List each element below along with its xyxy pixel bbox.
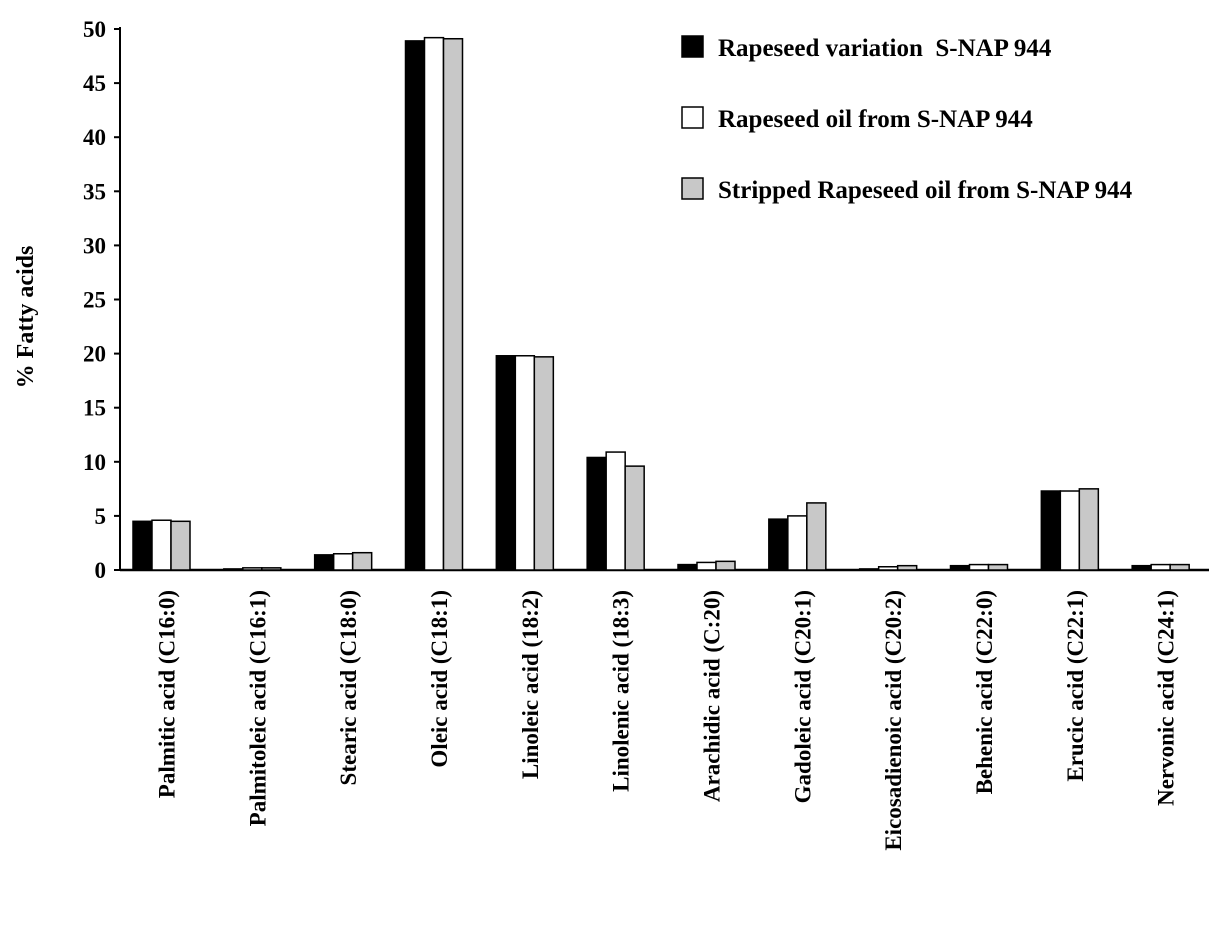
category-label: Nervonic acid (C24:1): [1154, 590, 1179, 806]
bar-series2-cat12: [1150, 563, 1171, 571]
category-label: Erucic acid (C22:1): [1063, 590, 1088, 782]
y-tick-label: 30: [83, 233, 106, 258]
category-label: Gadoleic acid (C20:1): [790, 590, 815, 803]
bar-series2-cat2: [242, 567, 263, 571]
axes: [119, 27, 1209, 572]
category-label: Linoleic acid (18:2): [518, 590, 543, 779]
bar-series1-cat10: [949, 564, 971, 571]
bar-series3-cat2: [261, 567, 282, 571]
category-label: Palmitic acid (C16:0): [155, 590, 180, 798]
y-tick-label: 45: [83, 71, 106, 96]
legend-label-series3: Stripped Rapeseed oil from S-NAP 944: [718, 177, 1133, 204]
bar-series1-cat12: [1131, 564, 1152, 571]
bar-series3-cat7: [715, 560, 736, 571]
bar-series3-cat3: [351, 551, 373, 571]
bar-series2-cat3: [332, 553, 354, 571]
bar-series3-cat10: [987, 563, 1009, 571]
y-tick-label: 35: [83, 179, 106, 204]
y-tick-label: 50: [83, 17, 106, 42]
category-label: Stearic acid (C18:0): [336, 590, 361, 785]
bar-series2-cat7: [696, 561, 717, 571]
legend-swatch-series3: [681, 177, 704, 200]
y-tick-label: 20: [83, 342, 106, 367]
bar-series2-cat11: [1059, 490, 1081, 571]
category-label: Behenic acid (C22:0): [972, 590, 997, 794]
bar-series3-cat1: [170, 520, 191, 571]
bar-series2-cat4: [423, 36, 445, 571]
bar-series1-cat11: [1040, 490, 1062, 571]
bar-series3-cat11: [1078, 488, 1100, 571]
y-axis-title: % Fatty acids: [13, 246, 39, 389]
bar-series1-cat4: [404, 40, 426, 571]
bars: [132, 36, 1190, 571]
bar-series2-cat9: [877, 566, 899, 571]
bar-series2-cat1: [151, 519, 172, 571]
bar-series2-cat8: [787, 515, 808, 571]
legend-swatch-series1: [681, 35, 704, 58]
bar-series1-cat9: [858, 568, 880, 571]
y-tick-label: 0: [95, 558, 107, 583]
bar-series3-cat4: [442, 37, 464, 571]
y-tick-label: 25: [83, 288, 106, 313]
category-label: Arachidic acid (C:20): [700, 590, 725, 802]
bar-series1-cat7: [677, 563, 698, 571]
category-label: Eicosadienoic acid (C20:2): [881, 590, 906, 851]
category-label: Palmitoleic acid (C16:1): [245, 590, 270, 826]
bar-series1-cat2: [223, 568, 244, 571]
bar-series1-cat1: [132, 520, 153, 571]
legend-label-series2: Rapeseed oil from S-NAP 944: [718, 106, 1033, 133]
bar-series1-cat6: [586, 456, 607, 571]
y-tick-label: 40: [83, 125, 106, 150]
category-label: Linolenic acid (18:3): [609, 590, 634, 792]
bar-series1-cat5: [495, 355, 517, 571]
legend-swatch-series2: [681, 106, 704, 129]
bar-series1-cat8: [768, 518, 789, 571]
y-tick-label: 10: [83, 450, 106, 475]
category-label: Oleic acid (C18:1): [427, 590, 452, 768]
bar-series3-cat8: [806, 502, 827, 571]
bar-series3-cat5: [533, 356, 555, 571]
bar-series2-cat5: [514, 355, 536, 571]
y-tick-label: 5: [95, 504, 107, 529]
y-tick-label: 15: [83, 396, 106, 421]
bar-series1-cat3: [313, 554, 335, 571]
legend: Rapeseed variation S-NAP 944 Rapeseed oil…: [681, 35, 1133, 204]
bar-series3-cat6: [624, 465, 645, 571]
bar-series2-cat10: [968, 563, 990, 571]
y-axis-ticks: 0 5 10 15 20 25 30 35 40 45 50: [83, 17, 120, 583]
bar-series2-cat6: [605, 451, 626, 571]
legend-label-series1: Rapeseed variation S-NAP 944: [718, 35, 1052, 62]
bar-series3-cat12: [1169, 563, 1190, 571]
bar-series3-cat9: [896, 564, 918, 571]
x-axis-category-labels: Palmitic acid (C16:0) Palmitoleic acid (C…: [155, 590, 1179, 851]
